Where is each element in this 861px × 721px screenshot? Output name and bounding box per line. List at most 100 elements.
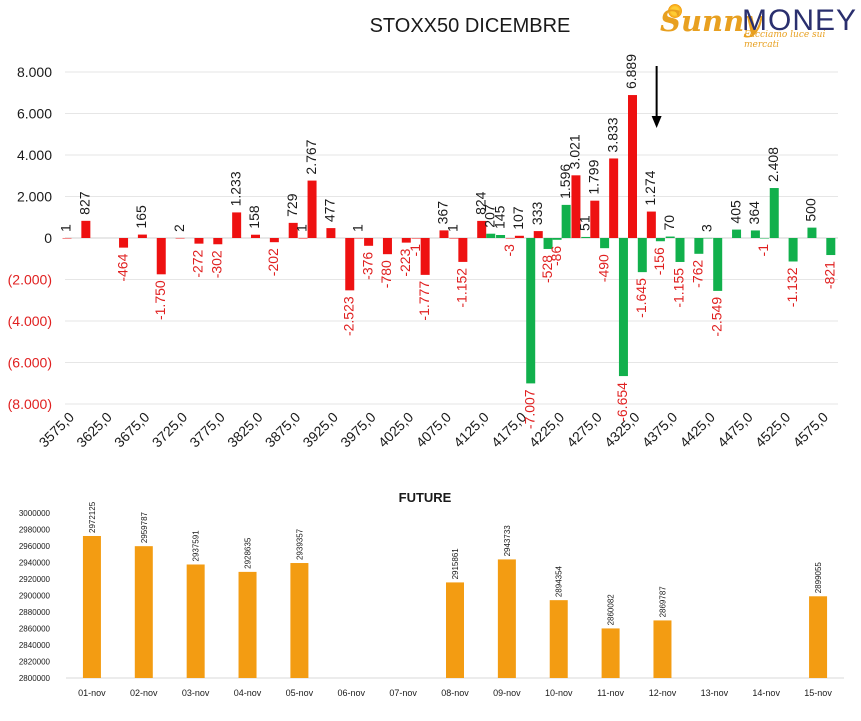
bar-data-label: -528 (539, 255, 555, 283)
bar-calls (411, 238, 421, 239)
y-tick-label: 0 (44, 230, 52, 246)
bar-calls (449, 237, 459, 239)
bar-calls (382, 238, 392, 255)
bar-calls (590, 200, 600, 238)
bar-data-label: 1 (445, 224, 461, 232)
bar-data-label: 51 (576, 215, 592, 231)
future-y-tick-label: 2860000 (19, 625, 51, 634)
future-y-tick-label: 2960000 (19, 542, 51, 551)
bar-puts (769, 188, 779, 238)
bar-calls (137, 234, 147, 238)
bar-data-label: -302 (209, 250, 225, 278)
bar-data-label: 158 (246, 205, 262, 229)
bar-puts (526, 238, 536, 384)
bar-calls (194, 238, 204, 244)
x-tick-label: 3975,0 (337, 409, 379, 451)
bar-puts (788, 238, 798, 262)
bar-data-label: 1.799 (586, 159, 602, 194)
bar-calls (251, 234, 260, 238)
bar-puts (703, 237, 713, 239)
bar-data-label: 1 (294, 224, 310, 232)
bar-puts (618, 238, 628, 377)
bar-data-label: -6.654 (614, 382, 630, 422)
bar-puts (759, 238, 769, 239)
future-bar-data-label: 2928635 (244, 537, 253, 569)
bar-calls (439, 230, 449, 238)
bar-calls (514, 235, 524, 238)
bar-data-label: 500 (803, 198, 819, 222)
bar-calls (156, 238, 166, 275)
y-tick-label: 6.000 (17, 106, 52, 122)
bar-data-label: 405 (727, 200, 743, 224)
bar-puts (600, 238, 610, 249)
bar-puts (581, 236, 591, 238)
bar-calls (477, 220, 487, 238)
bar-calls (628, 95, 637, 238)
x-tick-label: 3875,0 (262, 409, 304, 451)
future-x-tick-label: 15-nov (804, 688, 832, 698)
bar-puts (807, 227, 817, 238)
future-bar-data-label: 2899055 (814, 562, 823, 594)
y-tick-label: (6.000) (8, 355, 52, 371)
bar-data-label: 1.274 (642, 170, 658, 205)
x-tick-label: 3725,0 (149, 409, 191, 451)
bar-calls (533, 231, 543, 238)
bar-data-label: 107 (510, 206, 526, 230)
bar-calls (81, 220, 91, 238)
bar-calls (609, 158, 619, 238)
bar-calls (298, 237, 308, 239)
x-tick-label: 4375,0 (639, 409, 681, 451)
future-x-tick-label: 13-nov (701, 688, 729, 698)
future-x-tick-label: 12-nov (649, 688, 677, 698)
bar-data-label: -1.750 (152, 280, 168, 320)
future-bar-data-label: 2937591 (192, 530, 201, 562)
bar-puts (694, 238, 704, 254)
bar-data-label: 824 (472, 191, 488, 215)
bar-puts (665, 236, 675, 238)
future-x-tick-label: 05-nov (286, 688, 314, 698)
future-bar-data-label: 2894354 (555, 565, 564, 597)
bar-calls (119, 238, 129, 248)
sunny-money-logo: Sunny MONEY Facciamo luce sui mercati (660, 4, 856, 50)
y-tick-label: 4.000 (17, 147, 52, 163)
bar-data-label: 6.889 (623, 54, 639, 89)
bar-calls (401, 238, 411, 243)
bar-data-label: 1.596 (557, 164, 573, 199)
x-tick-label: 3625,0 (73, 409, 115, 451)
bar-data-label: -1.777 (416, 281, 432, 321)
future-bar (290, 563, 309, 678)
x-tick-label: 3925,0 (299, 409, 341, 451)
future-bar (82, 535, 101, 678)
x-tick-label: 4125,0 (450, 409, 492, 451)
future-bar-data-label: 2869787 (658, 586, 667, 618)
bar-data-label: -464 (114, 253, 130, 281)
future-bar (134, 546, 153, 678)
bar-calls (175, 237, 185, 239)
future-bar-data-label: 2939357 (295, 528, 304, 560)
bar-data-label: -156 (651, 247, 667, 275)
bar-data-label: -7.007 (521, 389, 537, 429)
y-tick-label: (8.000) (8, 396, 52, 412)
bar-calls (345, 238, 355, 291)
bar-data-label: 729 (284, 193, 300, 217)
logo-tagline: Facciamo luce sui mercati (744, 30, 826, 50)
bar-puts (826, 238, 836, 256)
future-x-tick-label: 09-nov (493, 688, 521, 698)
bar-calls (458, 238, 468, 262)
bar-data-label: 477 (322, 199, 338, 223)
future-x-tick-label: 04-nov (234, 688, 262, 698)
x-tick-label: 4575,0 (790, 409, 832, 451)
x-tick-label: 3575,0 (36, 409, 78, 451)
bar-data-label: -223 (397, 248, 413, 276)
bar-calls (364, 238, 374, 246)
x-tick-label: 4475,0 (714, 409, 756, 451)
bar-data-label: 367 (435, 201, 451, 225)
future-x-tick-label: 08-nov (441, 688, 469, 698)
future-bar-data-label: 2943733 (503, 525, 512, 557)
future-bar-data-label: 2972125 (88, 501, 97, 533)
future-y-tick-label: 2900000 (19, 592, 51, 601)
bar-data-label: 207 (481, 204, 497, 228)
arrow-head-icon (651, 116, 662, 128)
future-bar (601, 628, 620, 678)
bar-data-label: 3.021 (567, 134, 583, 169)
